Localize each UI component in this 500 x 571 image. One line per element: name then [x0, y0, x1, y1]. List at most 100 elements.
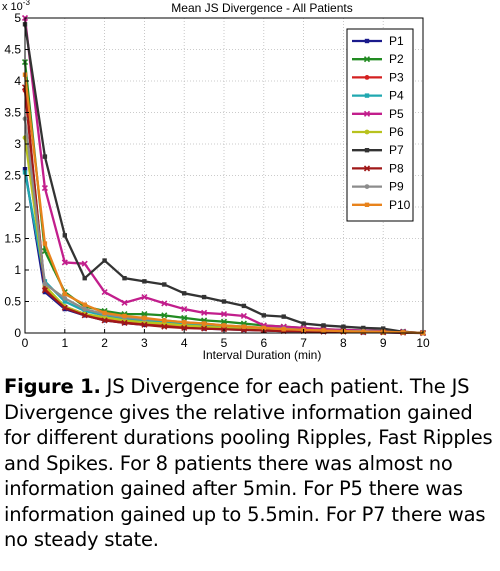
legend-item-p6: P6 — [352, 125, 404, 139]
legend-marker — [364, 93, 370, 98]
legend-label: P7 — [389, 143, 404, 157]
data-point — [62, 299, 67, 304]
data-point — [41, 185, 48, 192]
legend-label: P9 — [389, 180, 404, 194]
x-tick-label: 9 — [380, 336, 387, 350]
data-point — [321, 323, 326, 328]
data-point — [261, 313, 266, 318]
caption-text: JS Divergence for each patient. The JS D… — [4, 375, 493, 551]
x-tick-label: 3 — [141, 336, 148, 350]
data-point — [142, 279, 147, 284]
legend-label: P5 — [389, 107, 404, 121]
x-tick-label: 0 — [22, 336, 29, 350]
data-point — [181, 324, 188, 332]
legend-marker — [364, 129, 370, 135]
data-point — [81, 260, 88, 267]
data-point — [281, 314, 286, 319]
legend-label: P8 — [389, 161, 404, 175]
data-point — [182, 320, 187, 325]
y-tick-label: 1.5 — [4, 232, 21, 246]
x-tick-label: 5 — [221, 336, 228, 350]
data-point — [161, 323, 168, 330]
x-tick-label: 10 — [416, 336, 430, 350]
y-tick-label: 3.5 — [4, 106, 21, 120]
data-point — [161, 300, 168, 307]
y-tick-label: 2 — [14, 200, 21, 214]
data-point — [341, 324, 346, 329]
x-tick-label: 6 — [260, 336, 267, 350]
data-point — [201, 321, 207, 326]
legend-box — [346, 28, 414, 222]
data-point — [241, 303, 247, 309]
y-tick-label: 3 — [14, 137, 21, 151]
data-point — [181, 314, 188, 321]
data-point — [201, 294, 207, 300]
data-point — [181, 305, 188, 313]
chart-title: Mean JS Divergence - All Patients — [171, 1, 352, 15]
legend-label: P1 — [389, 34, 404, 48]
y-tick-label: 0.5 — [4, 295, 21, 309]
y-multiplier-exponent: -3 — [23, 0, 31, 7]
data-point — [361, 329, 366, 334]
data-point — [121, 319, 128, 326]
figure-caption: Figure 1. JS Divergence for each patient… — [4, 374, 498, 553]
data-point — [62, 306, 67, 312]
data-point — [400, 330, 406, 335]
y-multiplier: x 10-3 — [2, 0, 30, 13]
y-tick-label: 4.5 — [4, 43, 21, 57]
legend-item-p2: P2 — [352, 52, 404, 66]
data-point — [221, 323, 227, 328]
legend-item-p7: P7 — [352, 143, 404, 157]
data-point — [62, 295, 68, 301]
data-point — [220, 311, 228, 318]
legend-marker — [364, 148, 370, 153]
data-point — [41, 287, 48, 294]
data-point — [301, 321, 306, 326]
data-point — [141, 294, 148, 301]
legend-item-p4: P4 — [352, 89, 404, 103]
caption-label: Figure 1. — [4, 375, 101, 398]
data-point — [141, 321, 148, 328]
x-tick-label: 7 — [300, 336, 307, 350]
data-point — [261, 325, 266, 331]
chart-background — [0, 0, 500, 372]
data-point — [61, 259, 68, 266]
data-point — [221, 299, 227, 304]
data-point — [240, 312, 247, 320]
data-point — [381, 326, 386, 331]
data-point — [281, 327, 286, 332]
data-point — [62, 291, 67, 297]
data-point — [102, 258, 107, 263]
data-point — [201, 325, 208, 332]
legend: P1 P2 P3 P4 P5 P6 P7 P8 P9 P10 — [346, 28, 414, 222]
y-multiplier-base: x 10 — [2, 1, 23, 13]
data-point — [81, 312, 88, 319]
y-tick-label: 1 — [14, 263, 21, 277]
data-point — [42, 154, 48, 159]
axis-ticks: 0 1 2 3 4 5 6 7 8 9 10 0 0.5 1 1.5 2 2.5 3 3.5 4 4.5 5 — [4, 11, 430, 350]
legend-item-p8: P8 — [352, 161, 404, 175]
legend-marker — [364, 202, 370, 207]
legend-marker — [364, 75, 370, 80]
chart: 0 1 2 3 4 5 6 7 8 9 10 0 0.5 1 1.5 2 2.5 3 3.5 4 4.5 5 Mean J… — [0, 0, 500, 372]
x-tick-label: 4 — [181, 336, 188, 350]
data-point — [201, 309, 208, 316]
legend-marker — [364, 184, 370, 190]
data-point — [162, 318, 167, 323]
data-point — [161, 312, 168, 319]
legend-label: P6 — [389, 125, 404, 139]
y-tick-label: 4 — [14, 74, 21, 88]
data-point — [82, 275, 87, 281]
data-point — [122, 275, 127, 281]
data-point — [101, 317, 108, 324]
data-point — [121, 299, 128, 306]
data-point — [101, 288, 108, 296]
data-point — [82, 306, 88, 312]
data-point — [122, 313, 127, 319]
legend-marker — [363, 165, 371, 172]
legend-marker — [363, 56, 371, 63]
x-axis-label: Interval Duration (min) — [203, 348, 322, 362]
data-point — [42, 289, 48, 295]
y-tick-label: 5 — [14, 11, 21, 25]
data-point — [62, 233, 67, 238]
